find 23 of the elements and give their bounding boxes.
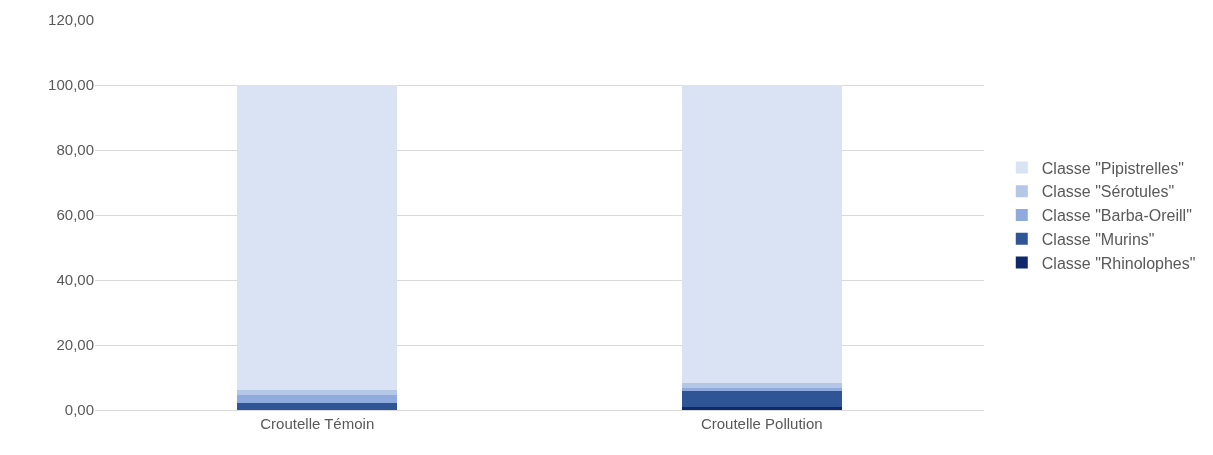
legend-label: Classe "Pipistrelles"	[1041, 159, 1184, 177]
y-tick-label: 60,00	[56, 206, 94, 224]
x-tick-label: Croutelle Témoin	[260, 415, 375, 432]
bar	[237, 85, 398, 390]
y-tick-label: 0,00	[64, 401, 94, 419]
bar	[681, 406, 842, 410]
y-tick-label: 20,00	[56, 336, 94, 354]
y-tick-label: 120,00	[48, 11, 94, 29]
bar	[681, 387, 842, 392]
legend-label: Classe "Sérotules"	[1041, 183, 1175, 201]
bar	[237, 389, 398, 396]
bar	[237, 402, 398, 410]
legend-label: Classe "Rhinolophes"	[1041, 254, 1196, 272]
y-tick-label: 100,00	[48, 76, 94, 94]
y-tick-label: 80,00	[56, 141, 94, 159]
legend-label: Classe "Barba-Oreill"	[1041, 207, 1192, 225]
y-tick-label: 40,00	[56, 271, 94, 289]
bar	[681, 391, 842, 407]
bar	[237, 395, 398, 403]
x-tick-label: Croutelle Pollution	[700, 415, 823, 432]
bar	[681, 85, 842, 384]
legend-label: Classe "Murins"	[1041, 231, 1155, 249]
bar	[681, 383, 842, 388]
